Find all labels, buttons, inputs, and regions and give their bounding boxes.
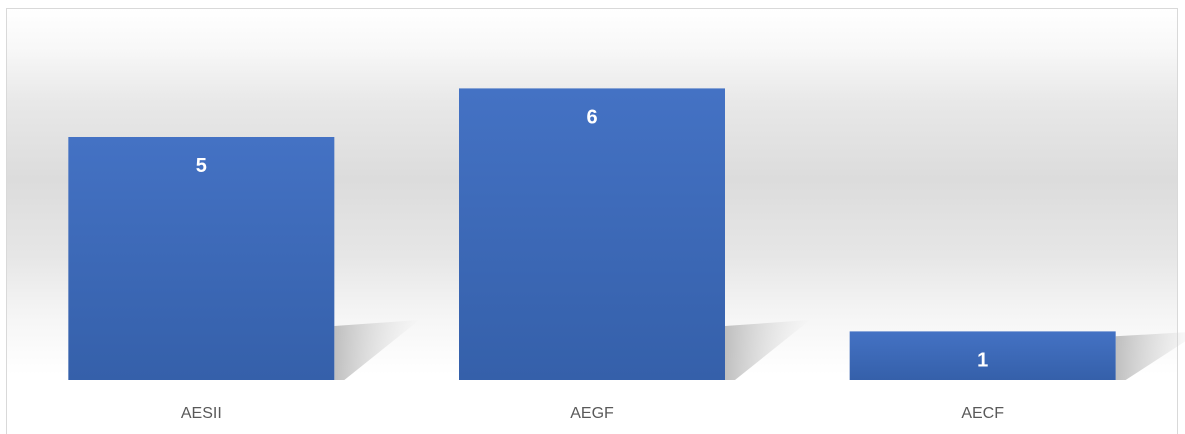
bar-shadow <box>1115 332 1185 380</box>
bar-shadow <box>725 320 810 380</box>
bar-shadow <box>334 320 420 380</box>
bar-aecf <box>849 331 1116 380</box>
category-label-aegf: AEGF <box>570 405 614 422</box>
data-label-aecf: 1 <box>977 349 988 371</box>
bar-aesii <box>68 137 335 380</box>
data-label-aegf: 6 <box>586 106 597 128</box>
category-label-aecf: AECF <box>961 405 1004 422</box>
bar-aegf <box>459 88 725 381</box>
data-label-aesii: 5 <box>196 155 207 177</box>
category-label-aesii: AESII <box>181 405 222 422</box>
